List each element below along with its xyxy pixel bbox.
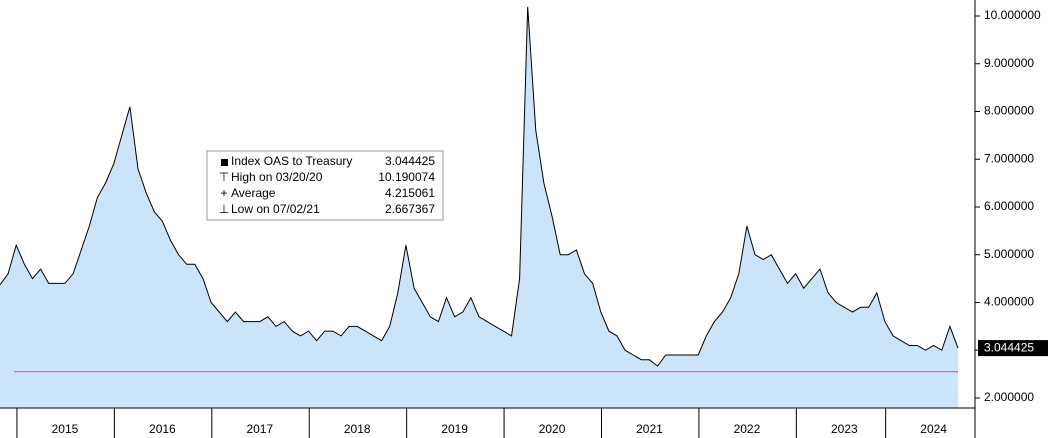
legend-value: 3.044425 xyxy=(385,154,435,168)
legend-icon: ⊥ xyxy=(219,202,229,216)
legend-value: 4.215061 xyxy=(385,186,435,200)
x-tick-label: 2021 xyxy=(636,422,663,436)
x-tick-label: 2018 xyxy=(344,422,371,436)
x-tick-label: 2020 xyxy=(539,422,566,436)
legend-value: 10.190074 xyxy=(378,170,435,184)
y-tick-label: 4.000000 xyxy=(984,295,1034,309)
y-tick-label: 8.000000 xyxy=(984,104,1034,118)
y-tick-label: 10.000000 xyxy=(984,8,1041,22)
legend-label: Low on 07/02/21 xyxy=(231,202,320,216)
x-tick-label: 2022 xyxy=(734,422,761,436)
legend-label: High on 03/20/20 xyxy=(231,170,323,184)
legend-label: Average xyxy=(231,186,276,200)
legend: Index OAS to Treasury 3.044425 ⊤ High on… xyxy=(206,150,444,221)
x-tick-label: 2015 xyxy=(52,422,79,436)
y-tick-label: 6.000000 xyxy=(984,199,1034,213)
y-tick-label: 7.000000 xyxy=(984,151,1034,165)
x-tick-label: 2016 xyxy=(149,422,176,436)
x-tick-label: 2019 xyxy=(441,422,468,436)
y-tick-label: 2.000000 xyxy=(984,390,1034,404)
last-value-label: 3.044425 xyxy=(984,340,1034,354)
y-tick-label: 9.000000 xyxy=(984,56,1034,70)
last-value-tag xyxy=(978,340,1048,357)
legend-swatch xyxy=(221,159,228,166)
legend-label: Index OAS to Treasury xyxy=(231,154,352,168)
legend-icon: ⊤ xyxy=(219,170,229,184)
x-tick-label: 2024 xyxy=(920,422,947,436)
plot-area xyxy=(0,6,959,409)
x-tick-label: 2017 xyxy=(246,422,273,436)
legend-box xyxy=(206,150,444,221)
legend-value: 2.667367 xyxy=(385,202,435,216)
area xyxy=(0,6,958,409)
y-tick-label: 5.000000 xyxy=(984,247,1034,261)
x-tick-label: 2023 xyxy=(831,422,858,436)
line xyxy=(0,6,959,367)
legend-icon: + xyxy=(220,186,227,200)
